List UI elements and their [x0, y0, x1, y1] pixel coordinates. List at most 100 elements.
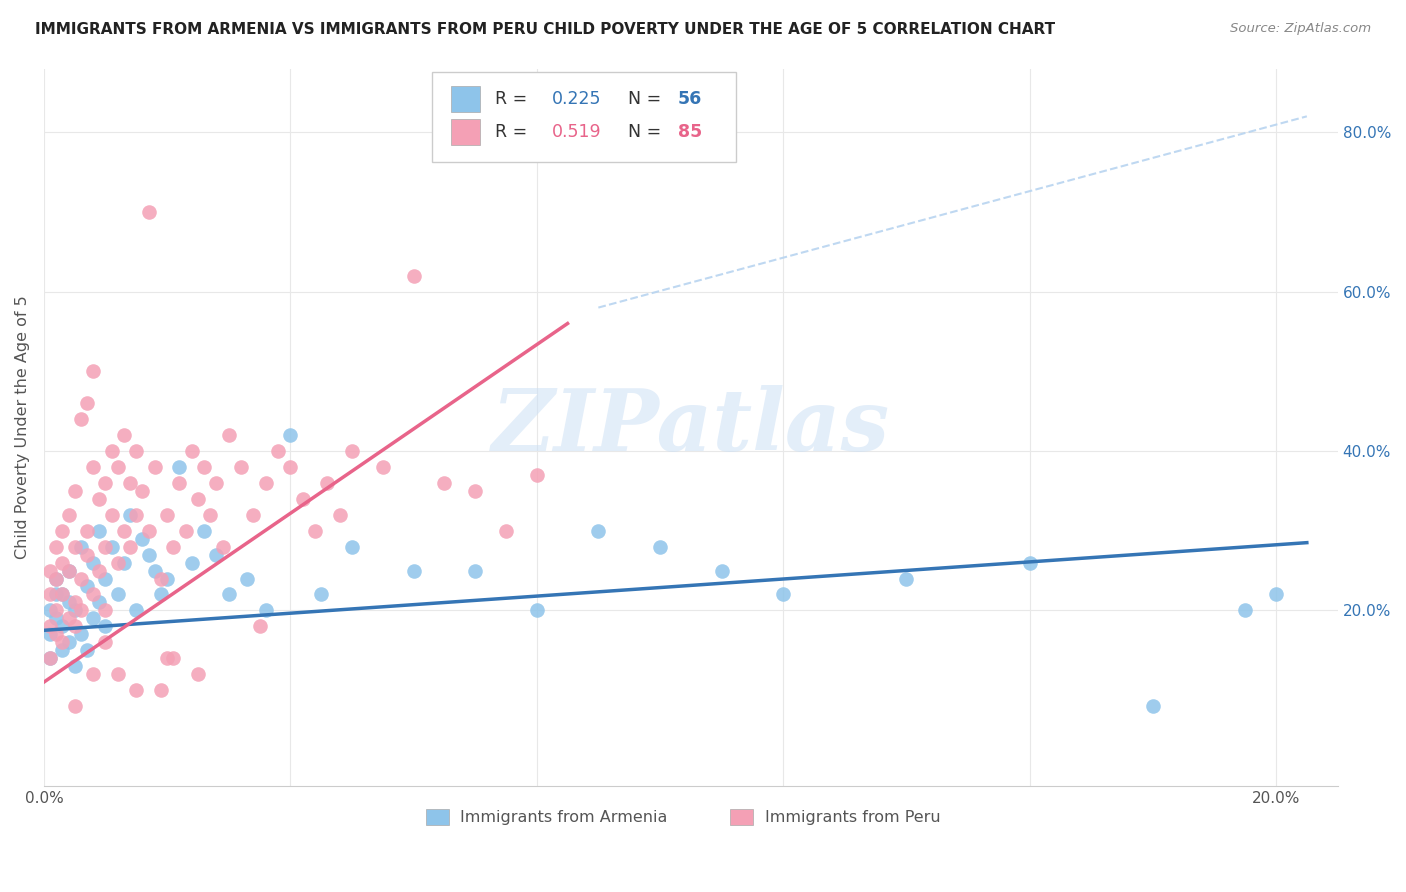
Point — [94, 572, 117, 586]
Point — [45, 587, 67, 601]
Point — [218, 587, 240, 601]
Point — [39, 651, 62, 665]
Point — [169, 475, 191, 490]
Point — [402, 564, 425, 578]
Point — [149, 587, 172, 601]
Point — [89, 564, 111, 578]
Point — [162, 651, 184, 665]
Point — [76, 396, 98, 410]
Text: R =: R = — [495, 90, 533, 108]
Point — [63, 595, 86, 609]
Point — [94, 540, 117, 554]
Point — [156, 508, 179, 522]
Text: IMMIGRANTS FROM ARMENIA VS IMMIGRANTS FROM PERU CHILD POVERTY UNDER THE AGE OF 5: IMMIGRANTS FROM ARMENIA VS IMMIGRANTS FR… — [35, 22, 1056, 37]
Point — [131, 483, 153, 498]
Point — [39, 651, 62, 665]
Text: 56: 56 — [678, 90, 702, 108]
Point — [107, 587, 129, 601]
Point — [94, 635, 117, 649]
Point — [112, 556, 135, 570]
Point — [51, 524, 73, 538]
Point — [1142, 698, 1164, 713]
Point — [236, 572, 259, 586]
Point — [495, 524, 517, 538]
Point — [58, 595, 80, 609]
Point — [229, 459, 252, 474]
Point — [125, 603, 148, 617]
Point — [45, 572, 67, 586]
Point — [187, 491, 209, 506]
Point — [156, 651, 179, 665]
Point — [205, 475, 228, 490]
Point — [45, 540, 67, 554]
Point — [82, 667, 104, 681]
Point — [94, 619, 117, 633]
Point — [70, 412, 93, 426]
Point — [39, 587, 62, 601]
Point — [648, 540, 671, 554]
Point — [464, 483, 486, 498]
Point — [193, 459, 215, 474]
Point — [143, 564, 166, 578]
Point — [125, 444, 148, 458]
Point — [51, 643, 73, 657]
Point — [94, 603, 117, 617]
Point — [76, 548, 98, 562]
Point — [63, 483, 86, 498]
Point — [100, 508, 122, 522]
Point — [200, 508, 222, 522]
Point — [316, 475, 339, 490]
Point — [249, 619, 271, 633]
Point — [107, 667, 129, 681]
Point — [89, 524, 111, 538]
Text: Immigrants from Peru: Immigrants from Peru — [765, 810, 941, 825]
Point — [896, 572, 918, 586]
Point — [63, 698, 86, 713]
Point — [70, 603, 93, 617]
Point — [138, 548, 160, 562]
FancyBboxPatch shape — [451, 120, 479, 145]
Point — [174, 524, 197, 538]
Point — [70, 627, 93, 641]
Point — [89, 595, 111, 609]
Point — [82, 611, 104, 625]
Point — [39, 627, 62, 641]
Point — [51, 619, 73, 633]
Point — [112, 524, 135, 538]
Point — [76, 524, 98, 538]
Point — [211, 540, 233, 554]
Text: Immigrants from Armenia: Immigrants from Armenia — [461, 810, 668, 825]
Point — [82, 556, 104, 570]
Y-axis label: Child Poverty Under the Age of 5: Child Poverty Under the Age of 5 — [15, 295, 30, 559]
Point — [1234, 603, 1257, 617]
Point — [138, 205, 160, 219]
Point — [89, 491, 111, 506]
Point — [51, 635, 73, 649]
FancyBboxPatch shape — [451, 87, 479, 112]
Point — [120, 508, 142, 522]
Point — [464, 564, 486, 578]
Text: R =: R = — [495, 123, 533, 141]
Point — [125, 508, 148, 522]
Point — [169, 459, 191, 474]
Point — [218, 428, 240, 442]
Point — [309, 587, 332, 601]
Point — [76, 579, 98, 593]
Point — [58, 564, 80, 578]
Point — [45, 603, 67, 617]
Point — [100, 444, 122, 458]
Point — [39, 619, 62, 633]
Text: 0.519: 0.519 — [553, 123, 602, 141]
Point — [156, 572, 179, 586]
Point — [1265, 587, 1288, 601]
Point — [82, 364, 104, 378]
Point — [82, 459, 104, 474]
Point — [125, 683, 148, 698]
Point — [278, 459, 301, 474]
Text: Source: ZipAtlas.com: Source: ZipAtlas.com — [1230, 22, 1371, 36]
Point — [100, 540, 122, 554]
Point — [39, 564, 62, 578]
Point — [70, 540, 93, 554]
FancyBboxPatch shape — [426, 809, 449, 825]
Point — [63, 603, 86, 617]
